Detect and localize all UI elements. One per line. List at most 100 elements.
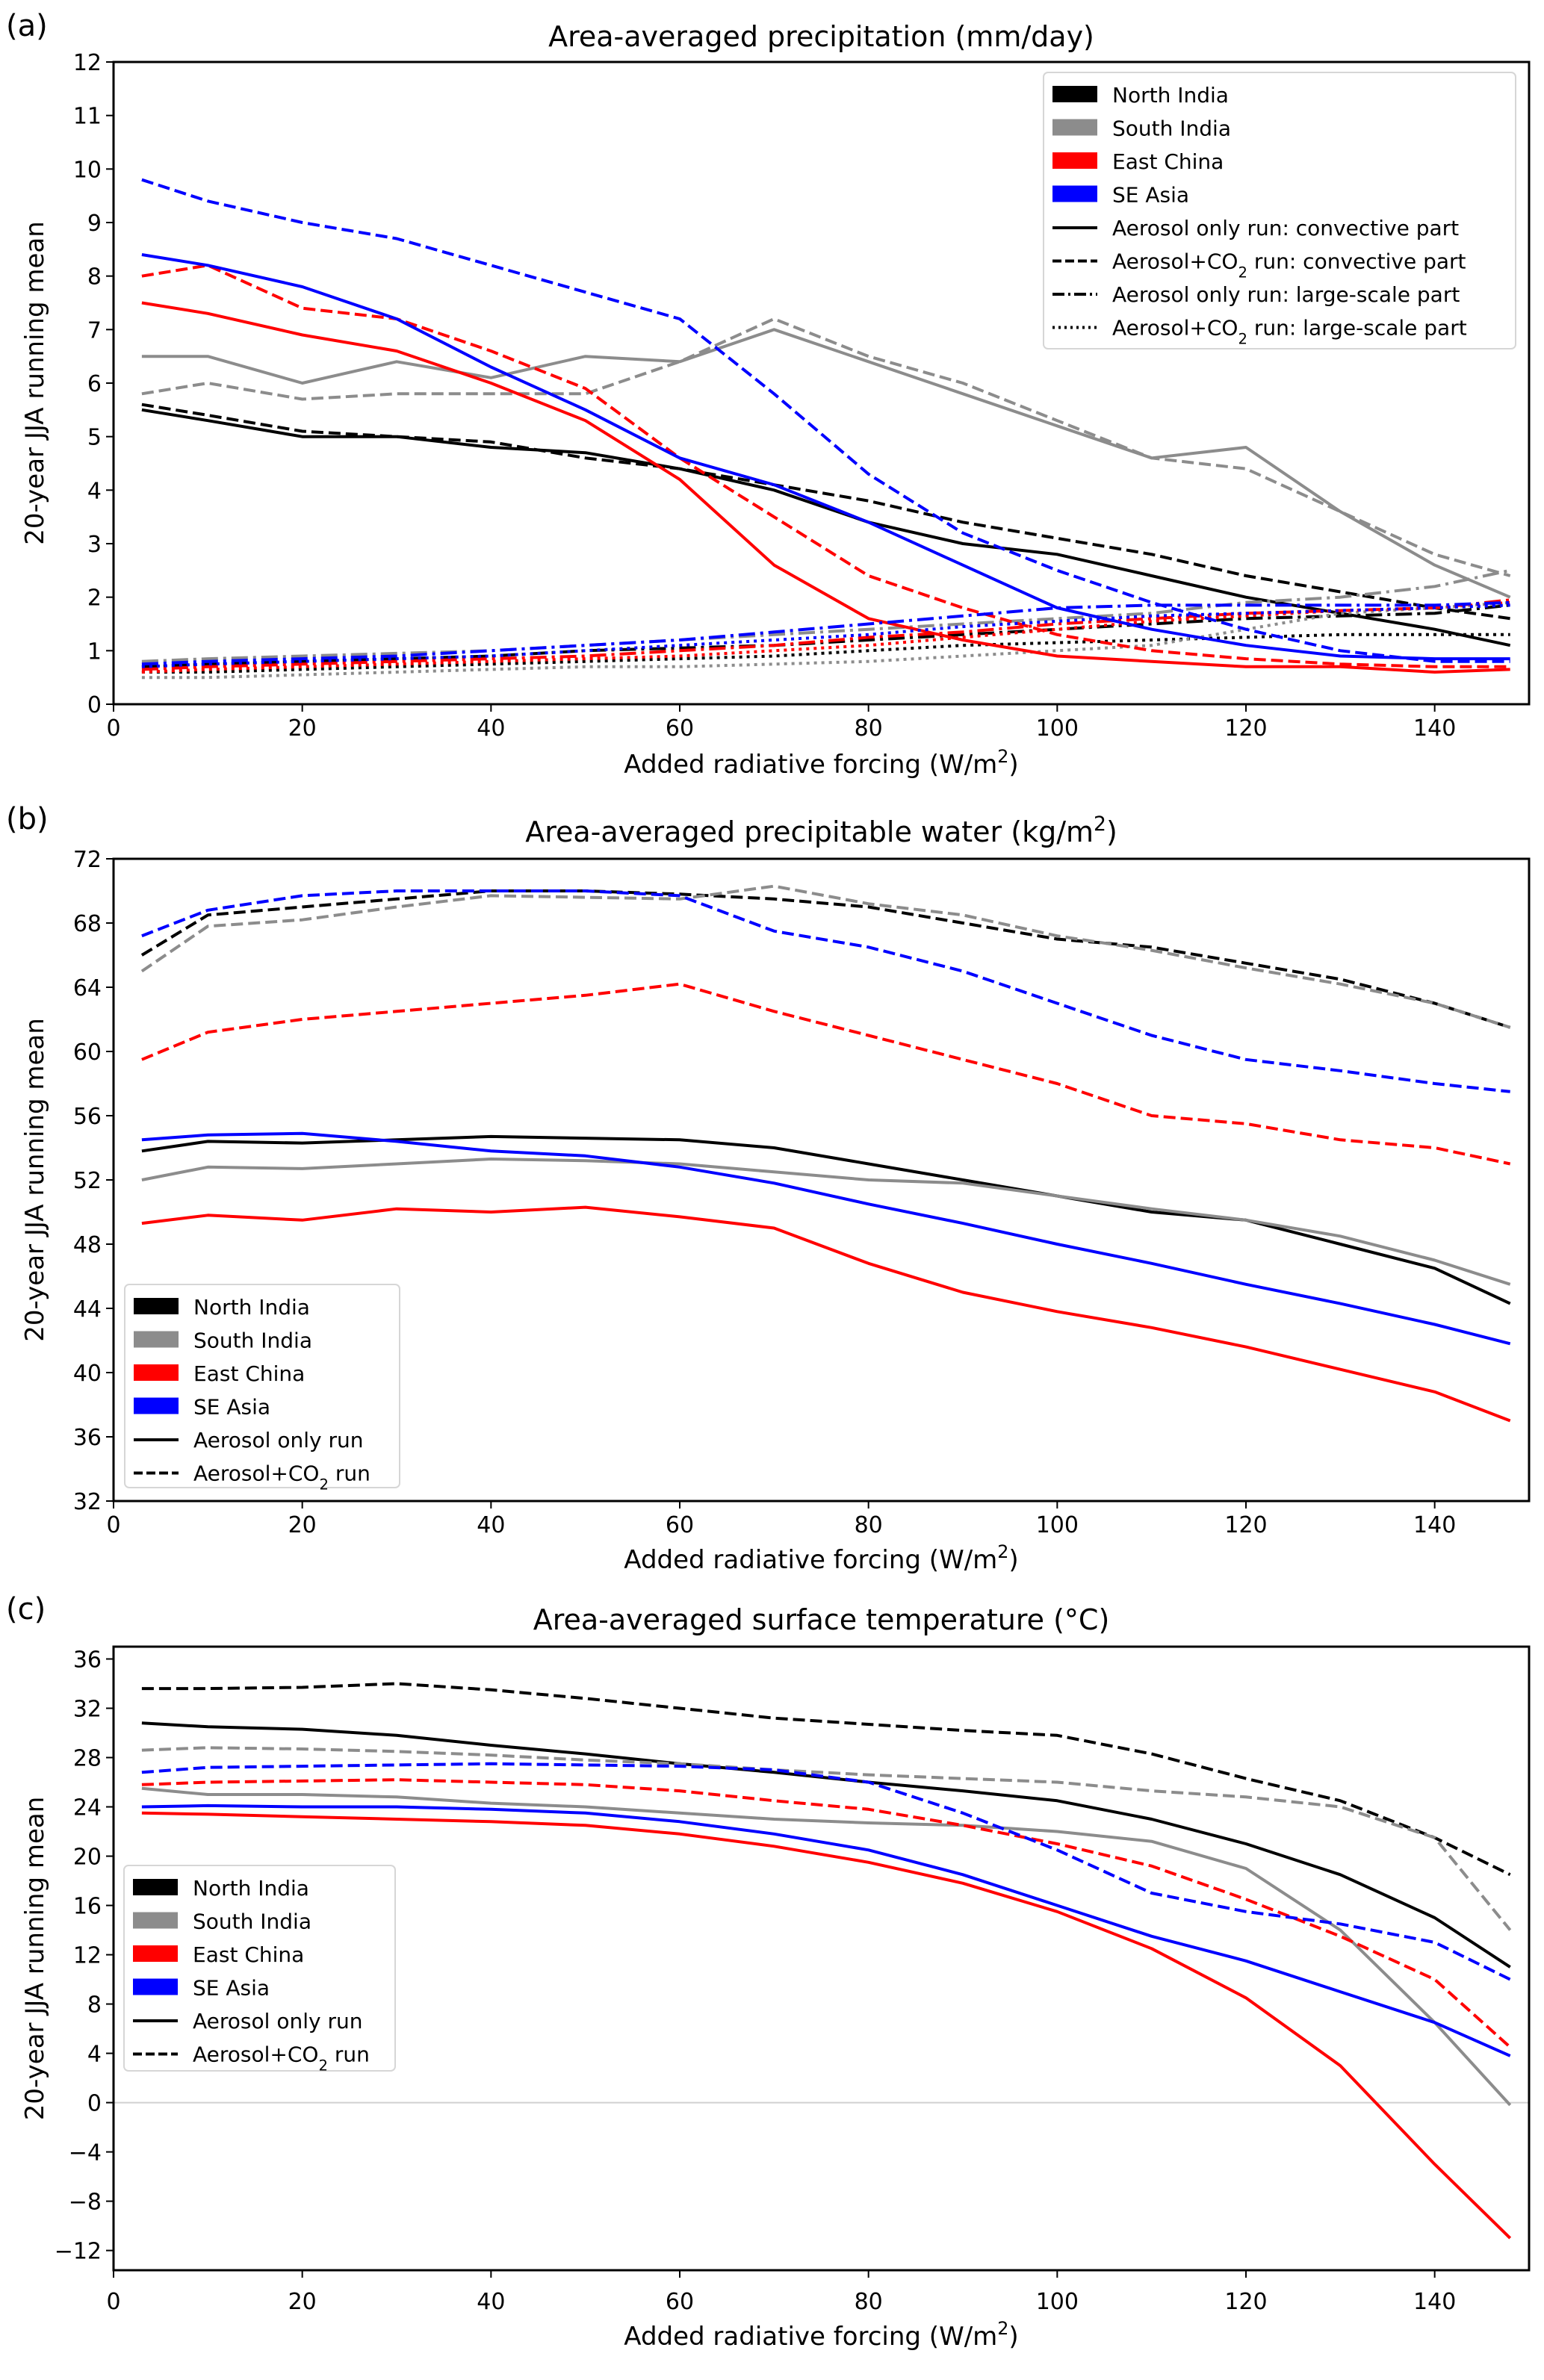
series-line	[141, 253, 1510, 661]
legend-swatch	[133, 1978, 178, 1995]
legend-label: East China	[1112, 149, 1224, 174]
y-tick-label: 4	[87, 478, 102, 504]
series-line	[141, 1811, 1512, 2240]
series-line	[141, 1134, 1511, 1305]
x-tick-label: 120	[1224, 1512, 1267, 1538]
series-line	[141, 1158, 1511, 1286]
legend-swatch	[1052, 119, 1097, 136]
y-tick-label: 28	[73, 1746, 102, 1772]
legend-swatch	[134, 1331, 179, 1348]
x-tick-label: 20	[288, 2289, 317, 2315]
x-axis-label: Added radiative forcing (W/m2)	[624, 1541, 1018, 1575]
legend-label: Aerosol only run	[193, 1428, 363, 1452]
x-axis-label: Added radiative forcing (W/m2)	[624, 746, 1018, 780]
series-line	[141, 1762, 1511, 1981]
y-tick-label: −4	[69, 2140, 102, 2166]
y-tick-label: 40	[73, 1361, 102, 1387]
series-line	[141, 598, 1510, 671]
series-line	[141, 1803, 1511, 2057]
y-tick-label: −12	[55, 2239, 102, 2265]
panel-c: (c) Area-averaged surface temperature (°C…	[6, 1592, 1531, 2352]
y-tick-label: 6	[87, 371, 102, 397]
legend-label: Aerosol+CO2 run	[193, 2042, 370, 2075]
y-tick-label: 20	[73, 1845, 102, 1871]
x-tick-label: 60	[666, 1512, 694, 1538]
legend-label: Aerosol+CO2 run	[193, 1461, 371, 1494]
legend-label: South India	[1112, 116, 1231, 141]
legend-swatch	[134, 1364, 179, 1381]
series-line	[141, 264, 1510, 668]
series-line	[140, 884, 1511, 1029]
y-tick-label: 64	[73, 975, 102, 1001]
legend-box	[123, 1865, 396, 2072]
x-tick-label: 100	[1036, 2289, 1079, 2315]
x-tick-label: 60	[666, 2289, 694, 2315]
series-line	[141, 1682, 1511, 1877]
panel-b: (b) Area-averaged precipitable water (kg/…	[6, 802, 1531, 1575]
panel-label: (b)	[6, 802, 49, 836]
y-tick-label: 4	[87, 2042, 102, 2068]
y-tick-label: 5	[87, 425, 102, 451]
x-tick-label: 0	[106, 2289, 120, 2315]
y-tick-label: 0	[87, 2091, 102, 2117]
legend-swatch	[134, 1298, 179, 1314]
legend-swatch	[133, 1912, 178, 1929]
legend-swatch	[133, 1945, 178, 1962]
x-tick-label: 140	[1413, 2289, 1456, 2315]
y-tick-label: 56	[73, 1104, 102, 1130]
legend-swatch	[1052, 152, 1097, 169]
chart-title: Area-averaged surface temperature (°C)	[533, 1603, 1110, 1636]
x-tick-label: 40	[477, 1512, 505, 1538]
series-line	[141, 568, 1511, 663]
series-line	[141, 301, 1510, 674]
legend-label: Aerosol only run: large-scale part	[1112, 282, 1460, 307]
y-tick-label: 1	[87, 639, 102, 665]
chart-title: Area-averaged precipitable water (kg/m2)	[525, 813, 1117, 849]
y-tick-label: 3	[87, 532, 102, 558]
series-line	[141, 633, 1510, 674]
panel-label: (c)	[6, 1592, 46, 1626]
y-tick-label: 16	[73, 1894, 102, 1920]
legend: North India South India East China SE Asia A…	[124, 1284, 400, 1494]
legend-box	[124, 1284, 400, 1488]
x-tick-label: 140	[1413, 715, 1456, 742]
series-line	[141, 1778, 1512, 2048]
legend-swatch	[133, 1879, 178, 1895]
y-tick-label: 8	[87, 264, 102, 290]
legend-label: SE Asia	[1112, 183, 1189, 208]
legend: North India South India East China SE Asia A…	[123, 1865, 396, 2075]
x-tick-label: 120	[1224, 2289, 1267, 2315]
y-tick-label: 12	[73, 50, 102, 76]
series-line	[141, 982, 1511, 1166]
x-tick-label: 40	[477, 2289, 505, 2315]
series-line	[140, 889, 1511, 1029]
plot-frame	[112, 1645, 1531, 2272]
y-tick-label: 52	[73, 1168, 102, 1194]
chart-title: Area-averaged precipitation (mm/day)	[548, 20, 1094, 53]
legend-label: Aerosol+CO2 run: large-scale part	[1112, 316, 1467, 348]
y-axis-label: 20-year JJA running mean	[20, 221, 50, 545]
y-tick-label: 0	[87, 692, 102, 718]
legend-label: North India	[193, 1876, 309, 1901]
x-tick-label: 60	[666, 715, 694, 742]
legend: North India South India East China SE Asia A…	[1043, 72, 1516, 349]
panel-a: (a) Area-averaged precipitation (mm/day) 0…	[6, 9, 1531, 780]
series-line	[141, 317, 1511, 577]
series-line	[141, 408, 1511, 647]
legend-label: South India	[193, 1910, 311, 1934]
y-tick-label: 7	[87, 317, 102, 344]
legend-label: South India	[193, 1329, 312, 1353]
x-tick-label: 100	[1036, 1512, 1079, 1538]
y-axis-label: 20-year JJA running mean	[20, 1018, 50, 1342]
legend-label: Aerosol+CO2 run: convective part	[1112, 249, 1466, 282]
legend-swatch	[134, 1397, 179, 1414]
y-tick-label: 10	[73, 157, 102, 183]
series-line	[141, 603, 1510, 668]
y-tick-label: 2	[87, 585, 102, 612]
series-line	[141, 600, 1510, 666]
series-line	[141, 1131, 1511, 1346]
x-tick-label: 20	[288, 1512, 317, 1538]
x-tick-label: 100	[1036, 715, 1079, 742]
series-line	[141, 403, 1510, 621]
